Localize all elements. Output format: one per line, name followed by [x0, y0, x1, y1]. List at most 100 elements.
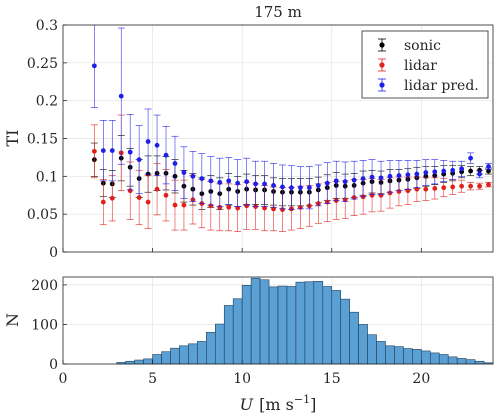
data-point: [432, 169, 438, 175]
legend-label-sonic: sonic: [404, 38, 441, 54]
data-point: [109, 148, 115, 154]
histogram-bar: [259, 279, 270, 365]
histogram-bar: [250, 277, 261, 365]
histogram-bar: [134, 359, 144, 365]
data-point: [477, 183, 482, 189]
ti-y-axis-title: TI: [3, 130, 22, 147]
histogram-bar: [403, 348, 413, 365]
histogram-bar: [277, 285, 288, 365]
data-point: [262, 181, 267, 187]
histogram-bar: [286, 286, 297, 365]
data-point: [235, 180, 241, 186]
histogram-bar: [394, 346, 404, 365]
histogram-bar: [268, 286, 279, 365]
data-point: [414, 171, 420, 177]
data-point: [199, 176, 205, 182]
data-point: [369, 174, 375, 180]
legend-marker-sonic: [379, 42, 385, 48]
histogram-bars: [116, 277, 494, 365]
x-axis-units-exponent: −1: [294, 393, 310, 406]
histogram-panel: 0 100 200 0 5 10 15 20 N U [m s−1]: [3, 276, 494, 414]
data-point: [226, 178, 232, 184]
histogram-bar: [367, 334, 377, 365]
data-point: [297, 185, 303, 191]
data-point: [271, 183, 276, 188]
data-point: [468, 168, 474, 174]
data-point: [324, 180, 330, 186]
ti-y-tick-label: 0.05: [27, 207, 58, 223]
ti-y-tick-label: 0.3: [36, 18, 58, 34]
histogram-y-ticks: 0 100 200: [31, 278, 67, 373]
legend-item-lidar-pred: lidar pred.: [378, 78, 479, 94]
data-point: [136, 195, 142, 200]
legend-item-lidar: lidar: [378, 58, 437, 74]
data-point: [127, 149, 133, 155]
data-point: [477, 171, 482, 177]
ti-panel: 0 0.05 0.1 0.15 0.2 0.25 0.3 175 m TI sonic li…: [3, 3, 494, 261]
x-tick-label: 5: [148, 371, 157, 387]
histogram-bar: [322, 286, 333, 365]
data-point: [351, 177, 357, 183]
histogram-y-tick-label: 0: [49, 357, 58, 373]
data-point: [109, 195, 115, 201]
ti-y-tick-label: 0.1: [36, 169, 58, 185]
histogram-plot-frame: [62, 276, 494, 365]
data-point: [360, 176, 366, 182]
histogram-bar: [214, 323, 225, 365]
data-point: [459, 166, 465, 172]
data-point: [414, 186, 420, 192]
histogram-bar: [429, 352, 440, 365]
data-point: [405, 172, 411, 178]
data-point: [468, 155, 474, 161]
data-point: [100, 199, 106, 205]
data-point: [253, 181, 259, 187]
histogram-bar: [358, 324, 368, 365]
histogram-bar: [223, 305, 234, 365]
data-point: [486, 164, 491, 169]
legend-label-lidar: lidar: [404, 58, 437, 74]
data-point: [145, 199, 151, 205]
ti-y-ticks: 0 0.05 0.1 0.15 0.2 0.25 0.3: [27, 18, 422, 261]
histogram-bar: [206, 332, 216, 365]
data-point: [387, 173, 393, 179]
x-axis-units: [m s: [259, 395, 294, 414]
data-point: [127, 188, 133, 194]
histogram-bar: [125, 360, 135, 365]
ti-plot-frame: [62, 24, 494, 253]
data-point: [91, 148, 97, 154]
x-tick-label: 15: [323, 371, 341, 387]
ti-y-tick-label: 0.25: [27, 56, 58, 72]
data-point: [441, 185, 447, 191]
data-point: [217, 204, 223, 210]
data-point: [396, 173, 402, 178]
data-point: [432, 186, 438, 191]
histogram-bar: [438, 354, 449, 365]
data-point: [486, 182, 491, 188]
data-point: [378, 175, 384, 181]
histogram-x-ticks: 0 5 10 15 20: [59, 360, 430, 387]
data-point: [181, 202, 187, 208]
data-point: [468, 183, 474, 189]
x-axis-units-close: ]: [310, 395, 316, 414]
data-point: [181, 170, 187, 175]
data-point: [396, 189, 402, 194]
data-point: [136, 157, 142, 163]
histogram-bar: [179, 345, 189, 365]
series-lidar-pred: [90, 25, 493, 210]
x-tick-label: 0: [59, 371, 68, 387]
histogram-bar: [421, 350, 431, 365]
data-point: [280, 207, 285, 213]
data-point: [306, 185, 312, 191]
data-point: [91, 63, 97, 69]
histogram-bar: [188, 343, 198, 365]
histogram-y-tick-label: 100: [31, 317, 58, 333]
data-point: [208, 203, 214, 209]
data-point: [190, 173, 196, 179]
histogram-bar: [295, 281, 306, 365]
data-point: [235, 205, 241, 211]
histogram-y-axis-title: N: [3, 313, 22, 327]
data-point: [100, 148, 106, 154]
data-point: [333, 178, 339, 184]
histogram-bar: [376, 341, 386, 365]
